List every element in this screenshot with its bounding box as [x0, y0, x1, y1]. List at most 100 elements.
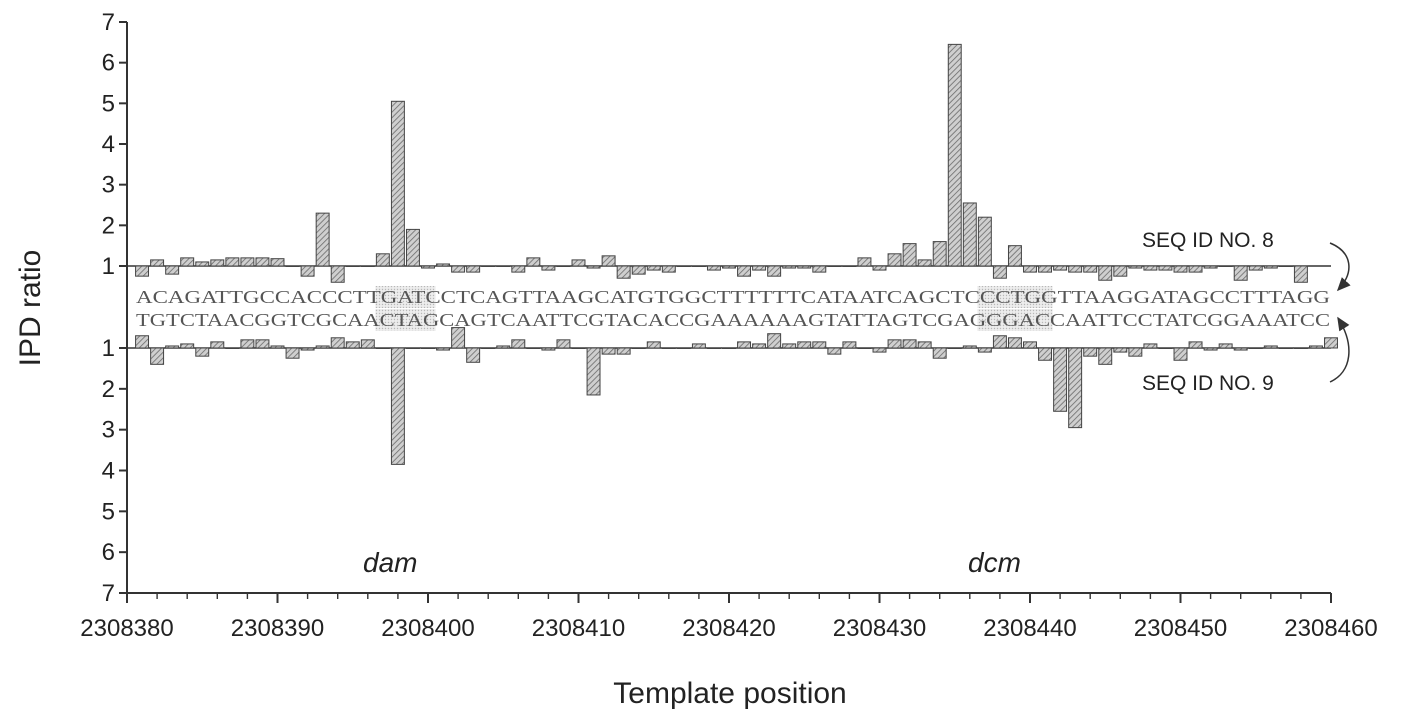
bottom-bar [691, 343, 706, 349]
bottom-strand-sequence: TGTCTAACGGTCGCAACTAGCAGTCAATTCGTACACCGAA… [136, 310, 1330, 330]
top-bar [646, 265, 661, 271]
top-bar [857, 257, 872, 267]
bottom-bar [1113, 347, 1128, 353]
bottom-bar [932, 347, 947, 359]
top-bar [436, 263, 451, 267]
top-bar [1293, 265, 1308, 283]
bottom-bar [872, 347, 887, 353]
top-bar [947, 43, 962, 267]
top-bar [992, 265, 1007, 279]
y-tick-label: 1 [102, 335, 115, 362]
top-bar [526, 257, 541, 267]
bottom-bar [857, 347, 872, 349]
top-strand-sequence: ACAGATTGCCACCCTTGATCCTCAGTTAAGCATGTGGCTT… [136, 287, 1331, 307]
top-bar [767, 265, 782, 277]
bottom-bar [451, 327, 466, 349]
top-bar [556, 265, 571, 267]
bottom-bar [737, 341, 752, 349]
y-tick-label: 5 [102, 498, 115, 525]
top-bar [691, 265, 706, 267]
bottom-bar [1188, 341, 1203, 349]
top-bar [962, 202, 977, 267]
top-bar [932, 241, 947, 267]
bottom-bar [947, 347, 962, 349]
annotation-dcm: dcm [968, 547, 1021, 578]
bottom-bar [436, 347, 451, 351]
x-tick-label: 2308420 [682, 615, 775, 642]
x-tick-label: 2308380 [80, 615, 173, 642]
top-bar [616, 265, 631, 279]
bottom-bar [405, 347, 420, 349]
top-bar [255, 257, 270, 267]
bottom-bar [360, 339, 375, 349]
x-tick-label: 2308400 [381, 615, 474, 642]
bottom-bar [812, 341, 827, 349]
bottom-bar [240, 339, 255, 349]
top-bar [917, 259, 932, 267]
bottom-bar [511, 339, 526, 349]
bottom-bar [992, 335, 1007, 349]
bottom-bar [225, 347, 240, 349]
top-bar [195, 261, 210, 267]
top-bar [842, 265, 857, 267]
top-bar [421, 265, 435, 269]
bottom-bar [150, 347, 165, 365]
series-arrow-bottom [1329, 316, 1350, 383]
top-bar [345, 265, 360, 267]
bottom-bar [1023, 341, 1037, 349]
bottom-bar [526, 347, 541, 349]
bottom-bar [1203, 347, 1218, 351]
bottom-bar [977, 347, 992, 353]
x-axis-title: Template position [613, 677, 846, 710]
top-bar [706, 265, 721, 271]
bottom-bar [1233, 347, 1248, 351]
top-bar [1143, 265, 1158, 271]
top-bar [150, 259, 165, 267]
y-tick-label: 5 [102, 90, 115, 117]
top-bar [1188, 265, 1203, 273]
bottom-bar [1083, 347, 1098, 357]
bottom-bar [195, 347, 210, 357]
bottom-bar [601, 347, 616, 355]
bottom-bar [842, 341, 857, 349]
bottom-bar [1173, 347, 1188, 361]
bottom-bar [1143, 343, 1158, 349]
x-ticks: 2308380 2308390 2308400 2308410 2308420 23084… [80, 593, 1378, 642]
bottom-bar [887, 339, 902, 349]
top-bar [511, 265, 526, 273]
x-tick-label: 2308460 [1284, 615, 1377, 642]
top-bar [1248, 265, 1263, 271]
top-bar [1098, 265, 1113, 281]
bottom-bar [1308, 345, 1323, 349]
bottom-bar [917, 341, 932, 349]
top-bar [451, 265, 466, 273]
bottom-bar [421, 347, 435, 349]
top-bar [270, 258, 285, 267]
x-tick-label: 2308410 [532, 615, 625, 642]
y-tick-label: 2 [102, 376, 115, 403]
bottom-bar [1068, 347, 1083, 429]
bottom-bar [706, 347, 721, 349]
bottom-bar [586, 347, 601, 396]
series-arrow-top [1329, 242, 1351, 292]
top-bar [676, 265, 691, 267]
bottom-bar [481, 347, 496, 349]
top-bar [797, 265, 812, 269]
bottom-bar [1158, 347, 1173, 349]
bottom-bar [616, 347, 631, 355]
x-tick-label: 2308430 [833, 615, 926, 642]
bottom-bar [661, 347, 676, 349]
top-bar [285, 265, 300, 267]
bottom-bar [165, 345, 180, 349]
top-bar [1068, 265, 1083, 273]
top-bar [541, 265, 556, 271]
top-bar [827, 265, 842, 267]
top-bar [752, 265, 767, 271]
x-tick-label: 2308450 [1134, 615, 1227, 642]
bottom-bar [466, 347, 481, 363]
bottom-bar [330, 337, 345, 349]
y-tick-label: 3 [102, 172, 115, 199]
annotation-dam: dam [363, 547, 417, 578]
x-tick-label: 2308390 [231, 615, 324, 642]
